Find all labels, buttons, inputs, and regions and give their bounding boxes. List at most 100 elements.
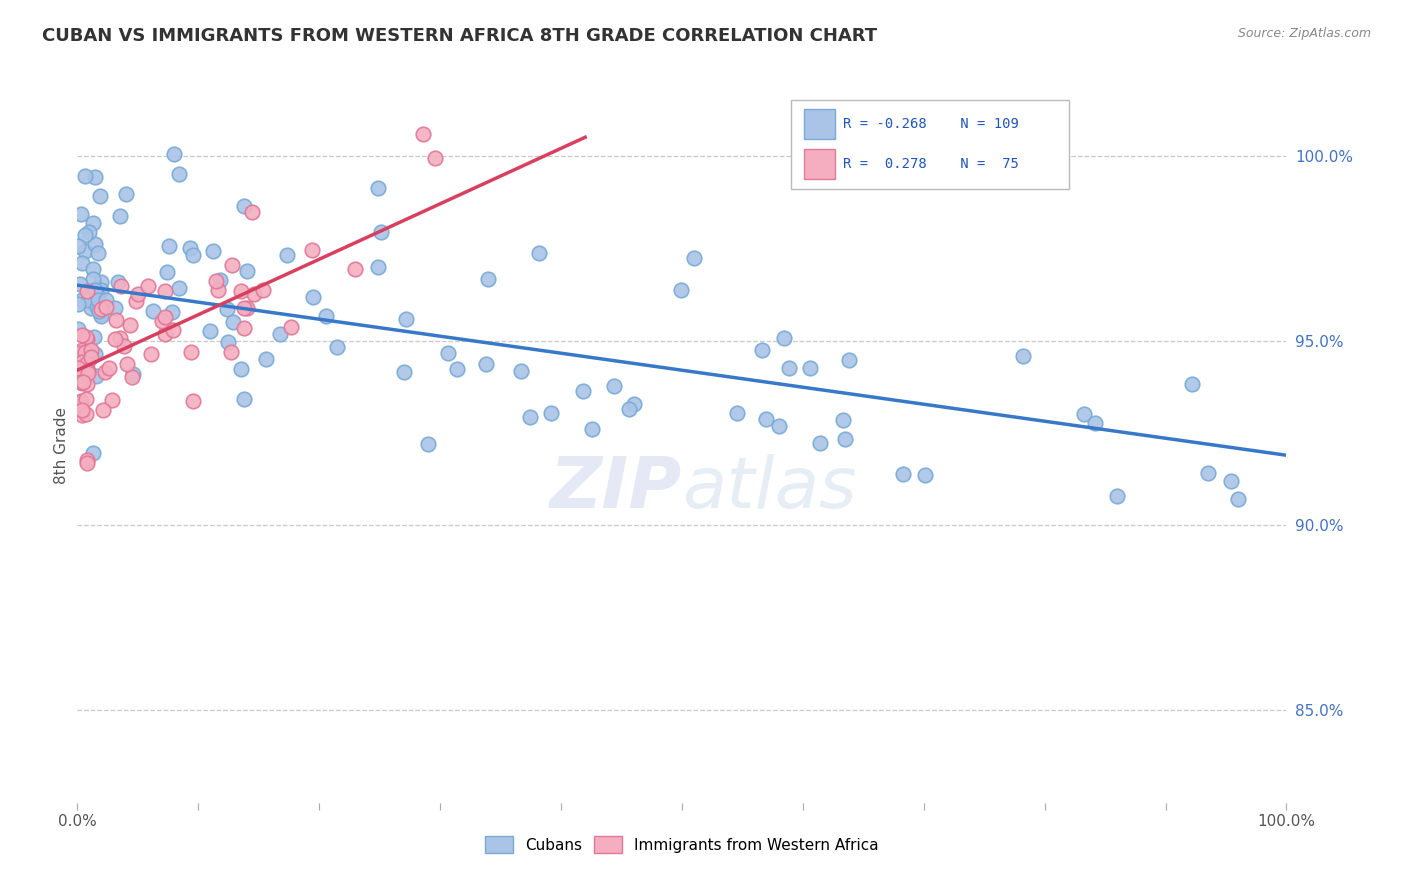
Point bbox=[73, 244, 96, 258]
Point bbox=[603, 379, 626, 393]
Point bbox=[142, 303, 165, 318]
Point bbox=[301, 290, 323, 304]
Point bbox=[76, 285, 98, 299]
Point bbox=[778, 361, 800, 376]
Point bbox=[229, 362, 252, 376]
Point bbox=[581, 422, 603, 436]
Point bbox=[231, 284, 253, 298]
Point bbox=[395, 311, 418, 326]
Point bbox=[67, 346, 90, 360]
Point bbox=[208, 273, 231, 287]
Point bbox=[1084, 416, 1107, 430]
Point bbox=[326, 340, 349, 354]
Point bbox=[87, 293, 110, 308]
Point bbox=[77, 293, 100, 308]
Point bbox=[751, 343, 773, 357]
Point bbox=[156, 264, 179, 278]
Point bbox=[75, 329, 97, 343]
Point bbox=[77, 364, 100, 378]
Point bbox=[838, 353, 860, 368]
Point bbox=[66, 361, 89, 376]
Point bbox=[73, 169, 96, 184]
Point bbox=[87, 245, 110, 260]
Point bbox=[446, 362, 468, 376]
Point bbox=[108, 209, 131, 223]
Point bbox=[233, 321, 256, 335]
Point bbox=[215, 302, 238, 317]
Text: CUBAN VS IMMIGRANTS FROM WESTERN AFRICA 8TH GRADE CORRELATION CHART: CUBAN VS IMMIGRANTS FROM WESTERN AFRICA … bbox=[42, 27, 877, 45]
Point bbox=[180, 344, 202, 359]
Point bbox=[86, 368, 108, 383]
Point bbox=[110, 330, 132, 344]
Point bbox=[80, 283, 103, 297]
Point bbox=[725, 406, 748, 420]
Point bbox=[86, 301, 108, 315]
Point bbox=[683, 252, 706, 266]
Point bbox=[540, 406, 562, 420]
Point bbox=[84, 283, 107, 297]
Point bbox=[84, 169, 107, 184]
Point bbox=[236, 301, 259, 316]
Point bbox=[69, 395, 91, 409]
Point bbox=[914, 468, 936, 483]
Point bbox=[343, 262, 366, 277]
Point bbox=[153, 327, 176, 342]
Point bbox=[82, 261, 104, 276]
Point bbox=[150, 314, 173, 328]
Point bbox=[70, 255, 93, 269]
Point bbox=[367, 180, 389, 194]
Point bbox=[76, 333, 98, 347]
Point bbox=[69, 398, 91, 412]
Point bbox=[76, 342, 98, 356]
Point bbox=[617, 401, 640, 416]
Point bbox=[83, 295, 105, 310]
Point bbox=[136, 278, 159, 293]
Point bbox=[104, 332, 127, 346]
Point bbox=[76, 456, 98, 470]
Point bbox=[201, 244, 224, 258]
Point bbox=[77, 347, 100, 361]
Point bbox=[834, 432, 856, 446]
Point bbox=[217, 334, 239, 349]
Point bbox=[70, 394, 93, 409]
Point bbox=[232, 392, 254, 406]
Point bbox=[72, 370, 94, 384]
Point bbox=[80, 301, 103, 315]
Point bbox=[82, 272, 104, 286]
Point bbox=[101, 392, 124, 407]
Point bbox=[90, 307, 112, 321]
Point bbox=[76, 356, 98, 370]
Point bbox=[181, 248, 204, 262]
Point bbox=[254, 351, 277, 366]
Point bbox=[127, 286, 149, 301]
Point bbox=[475, 357, 498, 371]
Point bbox=[370, 226, 392, 240]
Point bbox=[82, 216, 104, 230]
Point bbox=[235, 264, 257, 278]
Point bbox=[75, 227, 97, 242]
Point bbox=[477, 272, 499, 286]
Point bbox=[80, 343, 103, 357]
Point bbox=[77, 367, 100, 381]
Point bbox=[90, 275, 112, 289]
Point bbox=[367, 260, 389, 275]
Point bbox=[76, 363, 98, 377]
Point bbox=[768, 418, 790, 433]
Point bbox=[69, 277, 91, 291]
Text: atlas: atlas bbox=[682, 454, 856, 524]
Point bbox=[799, 360, 821, 375]
Point bbox=[207, 284, 229, 298]
Point bbox=[418, 437, 440, 451]
Point bbox=[66, 239, 89, 253]
Point bbox=[252, 283, 274, 297]
Point bbox=[90, 310, 112, 324]
Point bbox=[808, 435, 831, 450]
Point bbox=[436, 345, 458, 359]
FancyBboxPatch shape bbox=[804, 110, 835, 139]
Point bbox=[276, 248, 298, 262]
Point bbox=[115, 357, 138, 371]
Point bbox=[112, 339, 135, 353]
Point bbox=[571, 384, 593, 398]
Point bbox=[412, 128, 434, 142]
FancyBboxPatch shape bbox=[804, 149, 835, 178]
